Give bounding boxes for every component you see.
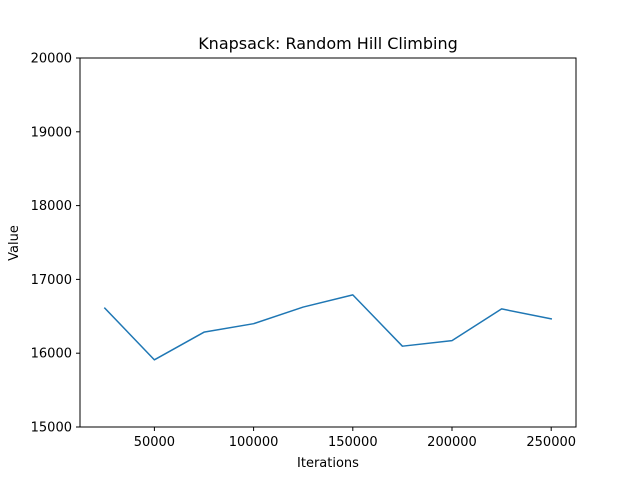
series-line xyxy=(103,294,553,361)
y-tick-label: 17000 xyxy=(31,273,72,288)
y-axis-label: Value xyxy=(7,225,22,261)
chart-title: Knapsack: Random Hill Climbing xyxy=(198,34,458,53)
plot-frame xyxy=(79,57,577,428)
y-axis: 15000 16000 17000 18000 19000 20000 xyxy=(31,52,80,436)
series-layer xyxy=(103,294,553,361)
y-tick-label: 20000 xyxy=(31,52,72,67)
x-tick-label: 150000 xyxy=(328,435,378,450)
x-axis: 50000 100000 150000 200000 250000 xyxy=(134,427,576,450)
y-tick-label: 18000 xyxy=(31,199,72,214)
x-tick-label: 250000 xyxy=(526,435,576,450)
y-tick-label: 15000 xyxy=(31,421,72,436)
y-tick-label: 19000 xyxy=(31,125,72,140)
x-axis-label: Iterations xyxy=(297,456,359,471)
x-tick-label: 100000 xyxy=(229,435,279,450)
x-tick-label: 50000 xyxy=(134,435,175,450)
y-tick-label: 16000 xyxy=(31,347,72,362)
x-tick-label: 200000 xyxy=(427,435,477,450)
